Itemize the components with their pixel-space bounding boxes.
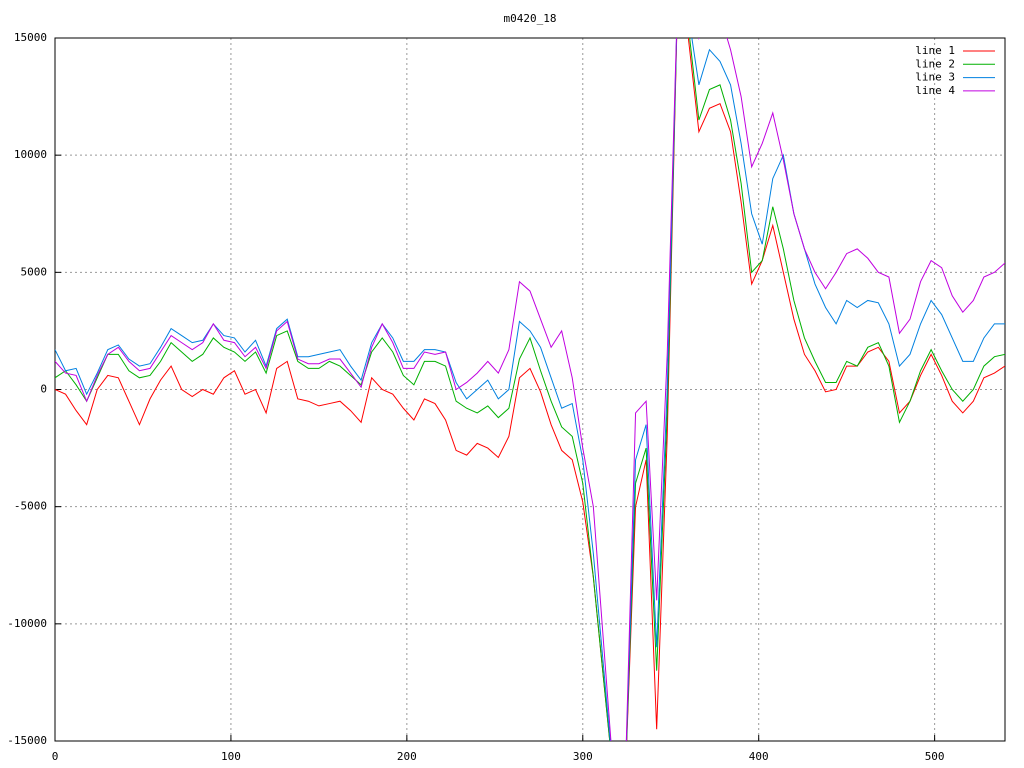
data-line [55, 38, 1005, 741]
x-tick-label: 200 [397, 750, 417, 763]
x-tick-label: 0 [52, 750, 59, 763]
data-line [55, 38, 1005, 741]
x-tick-label: 400 [749, 750, 769, 763]
y-tick-label: -15000 [7, 734, 47, 747]
x-tick-label: 300 [573, 750, 593, 763]
legend-label: line 3 [915, 71, 955, 84]
y-tick-label: -5000 [14, 500, 47, 513]
y-tick-label: 15000 [14, 31, 47, 44]
plot-area [55, 38, 1005, 741]
data-line [55, 38, 1005, 741]
y-tick-label: 0 [40, 383, 47, 396]
x-tick-label: 100 [221, 750, 241, 763]
chart-title: m0420_18 [504, 12, 557, 25]
data-line [55, 38, 1005, 741]
y-tick-label: -10000 [7, 617, 47, 630]
x-tick-label: 500 [925, 750, 945, 763]
legend-label: line 2 [915, 57, 955, 70]
y-tick-label: 5000 [21, 265, 48, 278]
legend-label: line 1 [915, 44, 955, 57]
legend-label: line 4 [915, 84, 955, 97]
y-tick-label: 10000 [14, 148, 47, 161]
